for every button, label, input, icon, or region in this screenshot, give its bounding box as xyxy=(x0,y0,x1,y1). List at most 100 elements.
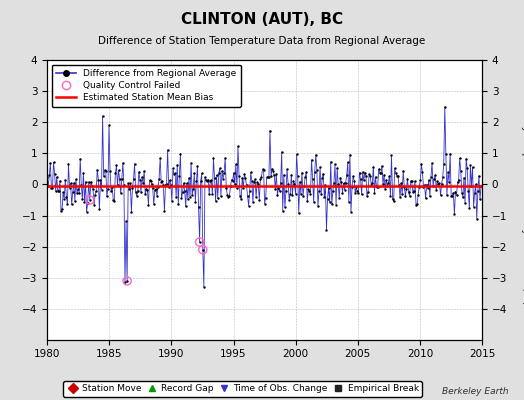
Point xyxy=(83,200,92,206)
Point xyxy=(441,104,449,110)
Point xyxy=(464,188,473,194)
Point xyxy=(189,186,198,192)
Point xyxy=(274,184,282,191)
Point xyxy=(156,155,165,161)
Point xyxy=(315,188,323,194)
Point xyxy=(193,163,202,169)
Point xyxy=(254,180,263,187)
Point xyxy=(465,205,474,212)
Point xyxy=(127,209,136,216)
Point xyxy=(374,184,382,191)
Point xyxy=(214,195,222,201)
Point xyxy=(355,169,364,176)
Point xyxy=(159,182,168,189)
Point xyxy=(93,166,102,173)
Point xyxy=(105,122,113,128)
Point xyxy=(428,160,436,166)
Point xyxy=(403,176,412,182)
Point xyxy=(319,170,328,177)
Point xyxy=(112,162,121,169)
Point xyxy=(125,186,134,192)
Point xyxy=(372,174,380,180)
Point xyxy=(77,182,85,188)
Point xyxy=(324,185,333,191)
Point xyxy=(415,184,423,191)
Point xyxy=(361,170,369,176)
Point xyxy=(85,197,94,203)
Point xyxy=(137,189,145,195)
Point xyxy=(117,176,126,182)
Point xyxy=(266,127,274,134)
Point xyxy=(118,160,127,166)
Point xyxy=(430,176,439,182)
Point xyxy=(63,201,72,208)
Point xyxy=(150,187,159,194)
Point xyxy=(132,188,140,195)
Point xyxy=(354,190,363,196)
Point xyxy=(148,184,157,191)
Point xyxy=(400,183,409,190)
Point xyxy=(241,175,249,181)
Point xyxy=(395,182,403,188)
Point xyxy=(71,197,79,204)
Point xyxy=(167,182,175,188)
Point xyxy=(89,186,97,192)
Point xyxy=(414,191,422,198)
Point xyxy=(128,184,137,191)
Point xyxy=(366,173,374,179)
Point xyxy=(184,196,192,202)
Point xyxy=(455,155,464,161)
Point xyxy=(472,181,480,188)
Point xyxy=(368,180,377,186)
Point xyxy=(123,278,132,284)
Point xyxy=(220,170,228,176)
Point xyxy=(56,178,64,184)
Point xyxy=(72,176,80,182)
Text: Difference of Station Temperature Data from Regional Average: Difference of Station Temperature Data f… xyxy=(99,36,425,46)
Point xyxy=(475,172,483,179)
Point xyxy=(234,143,242,150)
Point xyxy=(187,160,195,166)
Point xyxy=(238,174,246,181)
Point xyxy=(425,193,434,199)
Point xyxy=(452,192,461,198)
Point xyxy=(392,172,401,179)
Point xyxy=(130,160,139,167)
Point xyxy=(196,178,205,184)
Point xyxy=(90,202,99,208)
Point xyxy=(183,180,191,187)
Point xyxy=(153,192,161,199)
Point xyxy=(373,184,381,190)
Point xyxy=(381,186,389,192)
Point xyxy=(420,182,429,188)
Point xyxy=(143,187,151,193)
Point xyxy=(341,187,349,193)
Point xyxy=(321,182,330,188)
Point xyxy=(313,167,321,173)
Point xyxy=(281,204,289,210)
Point xyxy=(314,202,322,209)
Point xyxy=(334,181,342,188)
Point xyxy=(162,180,171,187)
Point xyxy=(457,189,466,196)
Point xyxy=(396,194,404,200)
Point xyxy=(134,188,142,195)
Point xyxy=(160,208,169,214)
Point xyxy=(198,170,206,177)
Point xyxy=(398,191,406,197)
Point xyxy=(470,204,478,210)
Point xyxy=(152,186,160,192)
Point xyxy=(251,176,259,182)
Point xyxy=(433,178,442,184)
Point xyxy=(278,149,286,155)
Point xyxy=(333,165,341,171)
Point xyxy=(421,195,430,202)
Point xyxy=(454,176,463,183)
Point xyxy=(427,174,435,180)
Point xyxy=(410,188,418,194)
Point xyxy=(300,183,308,189)
Point xyxy=(169,165,177,172)
Point xyxy=(345,198,353,205)
Point xyxy=(293,172,302,179)
Point xyxy=(385,173,394,179)
